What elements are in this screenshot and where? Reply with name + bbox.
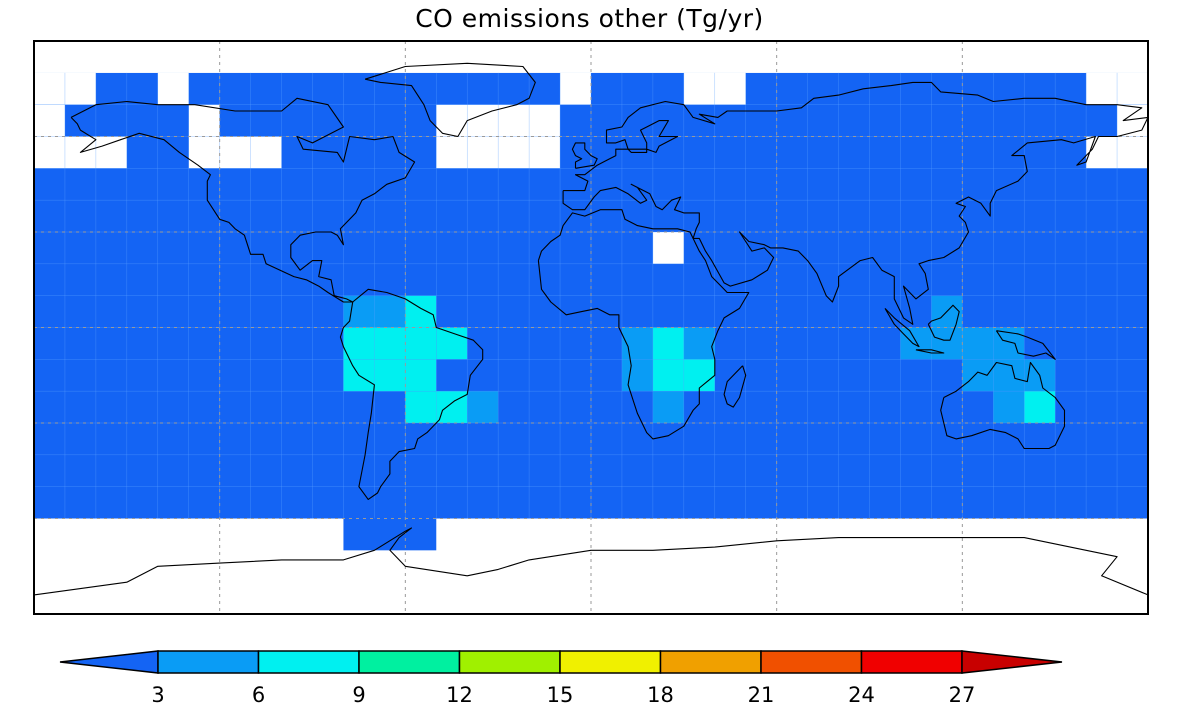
new-guinea-coastline xyxy=(995,330,1056,360)
emission-cell xyxy=(343,104,375,137)
colorbar-high-arrow xyxy=(961,650,1063,674)
colorbar-tick-label: 3 xyxy=(151,683,164,707)
emission-cell xyxy=(652,391,684,423)
colorbar-tick-label: 9 xyxy=(352,683,365,707)
colorbar-tick-label: 24 xyxy=(848,683,875,707)
south-america-coastline xyxy=(339,288,484,500)
missing-cell xyxy=(560,72,591,105)
colorbar-tick-label: 21 xyxy=(748,683,775,707)
borneo-coastline xyxy=(927,304,960,341)
emission-cell xyxy=(343,518,437,551)
colorbar-tick-label: 12 xyxy=(446,683,473,707)
emission-cell xyxy=(683,327,715,360)
missing-cell xyxy=(188,136,282,169)
missing-cell xyxy=(652,232,684,264)
missing-cell xyxy=(34,104,65,137)
emission-cell xyxy=(1024,391,1056,423)
colorbar-tick-label: 15 xyxy=(547,683,574,707)
scandinavia-gulf-coastline xyxy=(627,120,679,153)
colorbar-segment xyxy=(157,650,260,674)
missing-cell xyxy=(188,104,220,137)
emission-cell xyxy=(374,486,406,519)
emission-cell xyxy=(467,391,499,423)
colorbar-tick-label: 18 xyxy=(647,683,674,707)
colorbar-low-arrow xyxy=(59,650,159,674)
coastlines xyxy=(33,62,1149,596)
colorbar-segment xyxy=(358,650,461,674)
emission-cell xyxy=(343,327,437,360)
australia-coastline xyxy=(940,361,1066,450)
colorbar-tick-label: 6 xyxy=(252,683,265,707)
britain-coastline xyxy=(571,142,598,169)
map-frame xyxy=(33,40,1149,615)
colorbar-tick-label: 27 xyxy=(949,683,976,707)
colorbar-segment xyxy=(559,650,662,674)
antarctica-coastline xyxy=(33,527,1149,596)
madagascar-coastline xyxy=(723,365,747,408)
colorbar-segment xyxy=(257,650,360,674)
map-title: CO emissions other (Tg/yr) xyxy=(415,4,764,33)
java-coastline xyxy=(915,349,945,354)
missing-cell xyxy=(157,72,189,105)
greenland-coastline xyxy=(364,62,536,138)
colorbar-segment xyxy=(860,650,963,674)
eurasia-coastline xyxy=(562,81,1149,325)
north-america-coastline xyxy=(70,97,416,303)
colorbar-segment xyxy=(760,650,863,674)
africa-coastline xyxy=(537,209,750,440)
colorbar-segment xyxy=(659,650,762,674)
missing-cell xyxy=(1117,104,1148,137)
colorbar-segment xyxy=(458,650,561,674)
sumatra-coastline xyxy=(884,308,920,348)
emission-cell xyxy=(621,359,653,392)
emission-cell xyxy=(405,295,437,328)
emission-cell xyxy=(993,391,1025,423)
